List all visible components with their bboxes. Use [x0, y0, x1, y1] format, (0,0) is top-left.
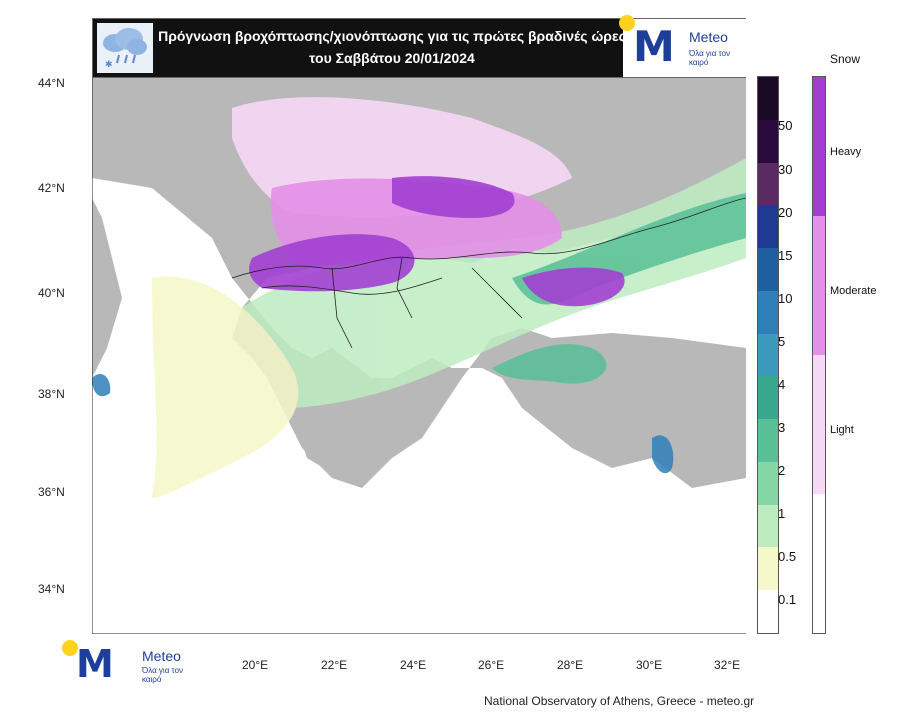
precip-label-1: 1 [778, 506, 786, 521]
sun-icon [62, 640, 78, 656]
lat-label-34: 34°N [38, 582, 65, 596]
precip-color-30 [758, 162, 778, 206]
lon-label-30: 30°E [636, 658, 663, 672]
precip-color-1 [758, 504, 778, 548]
svg-text:✱: ✱ [105, 59, 113, 69]
meteo-logo-top: M Meteo Όλα για τον καιρό [619, 15, 747, 77]
lat-label-44: 44°N [38, 76, 65, 90]
precip-color-10 [758, 290, 778, 334]
credit-text: National Observatory of Athens, Greece -… [484, 694, 755, 708]
lat-label-42: 42°N [38, 181, 65, 195]
precip-color-20 [758, 205, 778, 249]
lat-label-36: 36°N [38, 485, 65, 499]
snow-color-heavy [813, 77, 825, 216]
precipitation-map [91, 78, 747, 635]
map-title: Πρόγνωση βροχόπτωσης/χιονόπτωσης για τις… [158, 28, 626, 66]
precip-label-3: 3 [778, 420, 786, 435]
sun-icon [619, 15, 635, 31]
logo-name: Meteo [689, 29, 728, 45]
precip-color-cap [758, 77, 778, 120]
lon-label-28: 28°E [557, 658, 584, 672]
precip-label-20: 20 [778, 205, 793, 220]
precip-color-5 [758, 333, 778, 377]
snow-heavy [249, 176, 625, 307]
snow-color-light [813, 355, 825, 494]
country-borders [231, 197, 747, 349]
precip-color-0.5 [758, 547, 778, 591]
precip-label-5: 5 [778, 334, 786, 349]
snow-label-moderate: Moderate [830, 285, 877, 297]
precip-label-4: 4 [778, 377, 786, 392]
logo-tagline: Όλα για τον καιρό [689, 49, 731, 67]
snow-color-none [813, 494, 825, 633]
snow-scale-title: Snow [830, 52, 861, 66]
lon-label-32: 32°E [714, 658, 741, 672]
precip-label-0-5: 0.5 [778, 549, 797, 564]
precipitation-colorbar [757, 76, 779, 634]
precipitation-heavy [92, 373, 674, 474]
precip-label-50: 50 [778, 118, 793, 133]
precip-color-15 [758, 248, 778, 291]
precip-color-2 [758, 461, 778, 505]
lat-label-40: 40°N [38, 286, 65, 300]
precipitation-light [152, 158, 747, 498]
lon-label-24: 24°E [400, 658, 427, 672]
precip-color-0.1 [758, 590, 778, 633]
snow-label-light: Light [830, 424, 854, 436]
precip-label-10: 10 [778, 291, 793, 306]
precip-color-3 [758, 419, 778, 462]
lon-label-22: 22°E [321, 658, 348, 672]
precip-label-15: 15 [778, 248, 793, 263]
lat-label-38: 38°N [38, 387, 65, 401]
precip-label-2: 2 [778, 463, 786, 478]
footer-logo-tagline: Όλα για τον καιρό [142, 666, 184, 684]
title-bar: ✱ Πρόγνωση βροχόπτωσης/χιονόπτωσης για τ… [92, 15, 747, 78]
precip-color-4 [758, 376, 778, 420]
meteo-m-icon: M [76, 642, 114, 686]
precip-color-50 [758, 119, 778, 163]
meteo-logo-bottom: M Meteo Όλα για τον καιρό [62, 638, 202, 688]
snow-colorbar [812, 76, 826, 634]
rain-snow-cloud-icon: ✱ [97, 23, 153, 73]
meteo-m-icon: M [633, 22, 675, 71]
lon-label-20: 20°E [242, 658, 269, 672]
footer-logo-name: Meteo [142, 648, 181, 664]
snow-color-moderate [813, 216, 825, 355]
lon-label-26: 26°E [478, 658, 505, 672]
precip-label-30: 30 [778, 162, 793, 177]
snow-label-heavy: Heavy [830, 146, 862, 158]
precip-label-0-1: 0.1 [778, 592, 797, 607]
